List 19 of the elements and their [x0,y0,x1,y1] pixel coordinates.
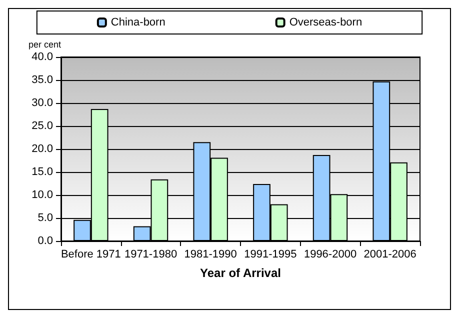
x-tick-label: 1991-1995 [244,248,297,260]
y-tick-label: 0.0 [38,235,53,247]
x-tick-label: 1971-1980 [124,248,178,260]
y-tick-label: 30.0 [32,97,53,109]
x-axis-title: Year of Arrival [200,266,281,280]
y-tick-label: 20.0 [32,143,53,155]
y-tick-label: 35.0 [32,74,53,86]
x-tick-label: Before 1971 [60,248,121,260]
x-tick-label: 1981-1990 [184,248,237,260]
y-tick-label: 15.0 [32,166,53,178]
y-tick-label: 5.0 [38,212,53,224]
legend-label: Overseas-born [289,16,362,28]
x-tick-label: 2001-2006 [364,248,416,260]
legend-label: China-born [110,16,166,28]
y-tick-label: 25.0 [32,120,53,132]
y-tick-label: 10.0 [32,189,53,201]
x-tick-label: 1996-2000 [304,248,357,260]
y-tick-label: 40.0 [32,51,53,63]
y-axis-title: per cent [28,40,62,50]
